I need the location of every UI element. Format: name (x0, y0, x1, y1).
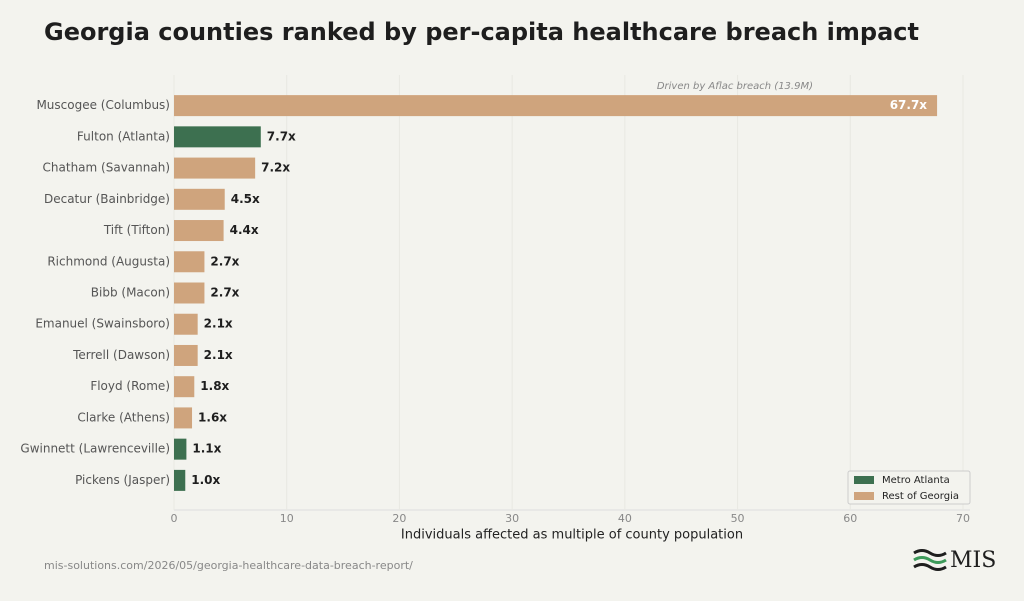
y-tick-label: Fulton (Atlanta) (77, 129, 170, 143)
logo-wave (913, 556, 947, 564)
y-tick-label: Bibb (Macon) (91, 286, 170, 300)
bar (174, 126, 261, 148)
x-tick-label: 60 (843, 512, 857, 525)
y-tick-label: Tift (Tifton) (103, 223, 170, 237)
y-tick-label: Decatur (Bainbridge) (44, 192, 170, 206)
bar (174, 282, 205, 304)
y-tick-label: Terrell (Dawson) (72, 348, 170, 362)
value-label: 1.1x (192, 442, 221, 456)
bar (174, 313, 198, 335)
value-label: 4.4x (230, 223, 259, 237)
bar (174, 344, 198, 366)
legend-label: Rest of Georgia (882, 491, 959, 502)
annotation: Driven by Aflac breach (13.9M) (657, 81, 813, 92)
y-tick-label: Pickens (Jasper) (75, 473, 170, 487)
y-tick-label: Richmond (Augusta) (47, 254, 170, 268)
y-tick-label: Gwinnett (Lawrenceville) (20, 442, 170, 456)
bar (174, 469, 186, 491)
footer-url: mis-solutions.com/2026/05/georgia-health… (44, 559, 413, 572)
logo-wave (913, 549, 947, 557)
x-tick-label: 70 (956, 512, 970, 525)
legend-label: Metro Atlanta (882, 475, 950, 486)
bar (174, 220, 224, 242)
logo: MIS (913, 548, 996, 573)
y-tick-label: Floyd (Rome) (90, 379, 170, 393)
value-label: 7.2x (261, 161, 290, 175)
value-label: 1.6x (198, 410, 227, 424)
legend-swatch (854, 492, 874, 500)
value-label: 67.7x (890, 98, 928, 112)
value-label: 2.1x (204, 348, 233, 362)
x-tick-label: 30 (505, 512, 519, 525)
bar (174, 95, 938, 117)
y-tick-label: Emanuel (Swainsboro) (35, 317, 170, 331)
bar (174, 157, 256, 179)
x-tick-label: 20 (392, 512, 406, 525)
bar (174, 438, 187, 460)
bar (174, 188, 225, 210)
y-tick-label: Muscogee (Columbus) (36, 98, 170, 112)
bar (174, 376, 195, 398)
bar (174, 251, 205, 273)
value-label: 2.7x (210, 286, 239, 300)
x-tick-label: 40 (618, 512, 632, 525)
x-tick-label: 50 (731, 512, 745, 525)
bar (174, 407, 193, 429)
logo-wave (913, 563, 947, 571)
chart-title: Georgia counties ranked by per-capita he… (44, 18, 919, 46)
legend-swatch (854, 476, 874, 484)
logo-text: MIS (950, 548, 996, 573)
value-label: 2.7x (210, 254, 239, 268)
value-label: 1.0x (191, 473, 220, 487)
x-tick-label: 0 (171, 512, 178, 525)
value-label: 2.1x (204, 317, 233, 331)
value-label: 7.7x (267, 129, 296, 143)
x-axis-label: Individuals affected as multiple of coun… (401, 528, 743, 543)
value-label: 4.5x (231, 192, 260, 206)
x-tick-label: 10 (280, 512, 294, 525)
value-label: 1.8x (200, 379, 229, 393)
y-tick-label: Chatham (Savannah) (43, 161, 170, 175)
legend-box (847, 470, 971, 505)
y-tick-label: Clarke (Athens) (77, 410, 170, 424)
